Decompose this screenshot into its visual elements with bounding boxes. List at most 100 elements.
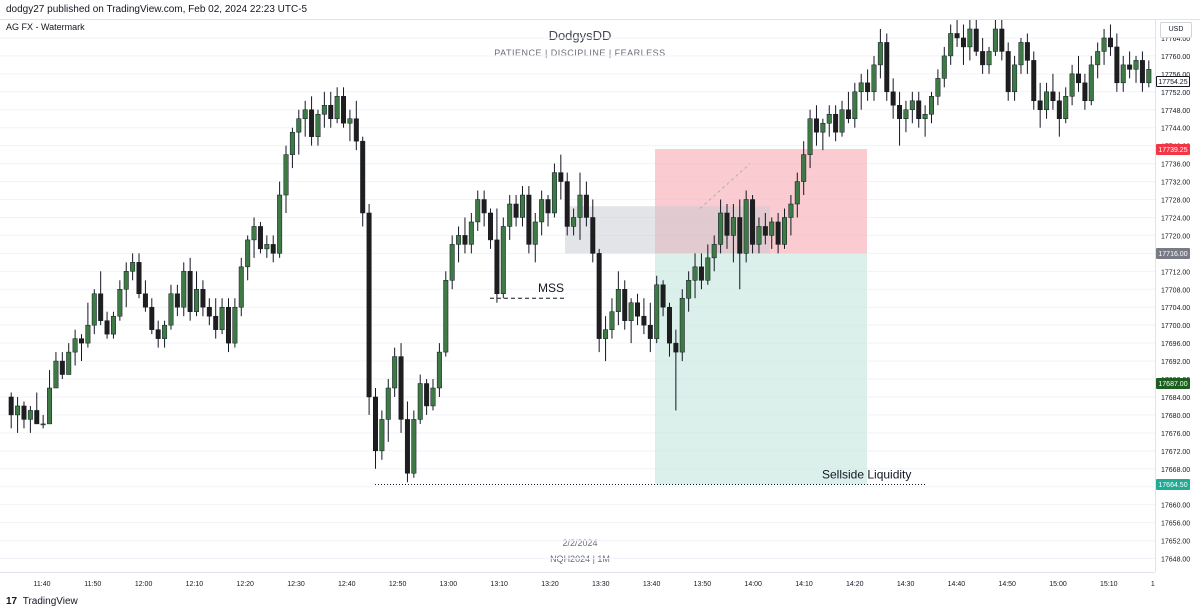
candle [1133,55,1139,83]
candle-body [839,109,845,133]
candle-body [1012,64,1018,93]
candle [213,298,219,339]
candle-body [692,266,698,281]
candle-body [967,28,973,48]
candle [85,302,91,348]
price-tick-label: 17660.00 [1161,503,1190,510]
tradingview-footer[interactable]: 17 TradingView [6,596,78,607]
symbol-label[interactable]: AG FX - Watermark [6,22,85,32]
candle-body [264,244,270,250]
candle-body [1114,46,1120,84]
candle [136,253,142,299]
candle-body [187,271,193,312]
price-tick-label: 17720.00 [1161,233,1190,240]
candle [347,109,353,142]
candle [353,100,359,151]
price-tag: 17687.00 [1156,378,1190,389]
candle-body [443,280,449,353]
candle [730,204,736,263]
candle-body [628,302,634,321]
candle-body [673,342,679,353]
candle [1139,51,1145,92]
candle-body [85,324,91,344]
candle [392,347,398,397]
candlestick-chart[interactable]: MSS Sellside Liquidity [0,20,1155,572]
candle [341,87,347,128]
candle-body [481,199,487,214]
candle [443,271,449,357]
time-axis[interactable]: 11:40 11:50 12:00 12:10 12:20 12:30 12:40 12:50… [0,572,1168,592]
time-tick-label: 14:30 [897,581,915,588]
candle-body [762,226,768,236]
candle [174,284,180,317]
candle-body [858,82,864,93]
time-tick-label: 15:00 [1049,581,1067,588]
candle [309,96,315,146]
price-tick-label: 17736.00 [1161,162,1190,169]
candle [948,24,954,65]
candle-body [1133,60,1139,70]
candle [801,141,807,196]
price-axis[interactable]: 17764.00 17760.00 17756.00 17752.00 17748.00… [1155,20,1200,572]
candle [903,100,909,133]
candle [750,195,756,254]
candle [149,298,155,335]
candle [200,280,206,317]
candle [1063,87,1069,124]
candle [718,199,724,254]
candle [507,195,513,240]
candle [372,388,378,469]
candle [641,298,647,335]
candle-body [730,217,736,236]
candle-body [91,293,97,326]
candle-body [168,293,174,326]
candle-body [1056,100,1062,119]
candle [590,199,596,263]
candle [954,20,960,47]
candle [775,212,781,254]
candle-body [826,113,832,124]
candle [1012,55,1018,101]
candle [379,410,385,460]
candle [890,78,896,119]
candle-body [149,306,155,330]
candle-body [615,289,621,312]
candle [596,248,602,353]
candle [1031,51,1037,110]
candle-body [635,302,641,317]
candle [820,118,826,151]
candle-body [743,199,749,254]
candle-body [609,311,615,330]
candle [404,401,410,483]
candle [104,311,110,339]
candle-body [430,387,436,407]
candle-body [1005,51,1011,93]
candle-body [238,266,244,308]
candle [1114,33,1120,92]
candle-body [545,199,551,214]
price-tick-label: 17652.00 [1161,539,1190,546]
candle-body [807,118,813,155]
candle-body [162,324,168,339]
candle [302,100,308,137]
candle-body [782,217,788,245]
candle [417,374,423,424]
candle-body [309,109,315,137]
candle [967,20,973,61]
candle [1127,51,1133,79]
candle [1018,37,1024,74]
candle [206,298,212,326]
candle [456,226,462,263]
time-tick-label: 13:40 [643,581,661,588]
currency-selector[interactable]: USD [1160,22,1192,38]
candle-body [130,262,136,272]
candle-body [155,329,161,339]
candle-body [302,109,308,119]
price-tick-label: 17724.00 [1161,215,1190,222]
candle [986,46,992,74]
projection-line [699,163,751,209]
candle [769,217,775,249]
candle [72,329,78,366]
candle-body [200,289,206,308]
candle [660,280,666,317]
